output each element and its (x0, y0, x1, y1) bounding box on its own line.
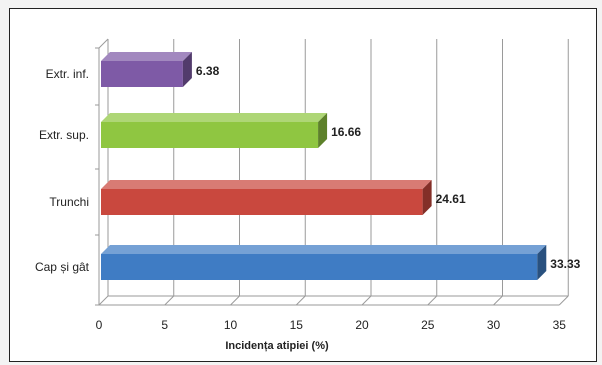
bar-front-face (101, 254, 538, 280)
data-label: 6.38 (196, 64, 220, 78)
bar-front-face (101, 61, 183, 87)
x-tick-label: 0 (96, 318, 103, 332)
data-label: 16.66 (331, 125, 361, 139)
bar-top-face (101, 113, 328, 122)
category-label: Trunchi (49, 195, 89, 209)
x-tick-label: 20 (355, 318, 369, 332)
bar-front-face (101, 189, 423, 215)
floor-gridline (164, 295, 175, 306)
labels: 0 5 10 15 20 25 30 35 6.38 Extr. inf. 16.66 Extr. s… (35, 64, 581, 332)
bars (101, 52, 547, 280)
category-label: Extr. inf. (46, 67, 89, 81)
floor-gridline (427, 295, 438, 306)
x-tick-label: 15 (290, 318, 304, 332)
bar (101, 113, 328, 148)
data-label: 33.33 (550, 257, 580, 271)
bar (101, 52, 192, 87)
y-axis-top (98, 38, 109, 49)
x-tick-label: 5 (161, 318, 168, 332)
data-label: 24.61 (436, 192, 466, 206)
bar-top-face (101, 245, 547, 254)
axes (95, 38, 569, 306)
category-label: Cap și gât (35, 260, 90, 274)
floor-gridline (361, 295, 372, 306)
x-axis-title: Incidența atipiei (%) (225, 340, 329, 352)
bar (101, 180, 432, 215)
x-tick-label: 35 (553, 318, 567, 332)
bar-top-face (101, 180, 432, 189)
bar-front-face (101, 122, 319, 148)
bar (101, 245, 547, 280)
bar-chart: 0 5 10 15 20 25 30 35 6.38 Extr. inf. 16.66 Extr. s… (35, 38, 581, 352)
chart-frame: 0 5 10 15 20 25 30 35 6.38 Extr. inf. 16.66 Extr. s… (9, 8, 597, 362)
bar-end-face (422, 180, 432, 215)
floor-gridline (295, 295, 306, 306)
category-label: Extr. sup. (39, 128, 89, 142)
floor-gridline (558, 295, 569, 306)
floor-gridline (98, 295, 109, 306)
bar-end-face (537, 245, 547, 280)
x-tick-label: 30 (487, 318, 501, 332)
x-tick-label: 10 (224, 318, 238, 332)
bar-end-face (182, 52, 192, 87)
bar-top-face (101, 52, 192, 61)
floor-gridline (493, 295, 503, 306)
x-tick-label: 25 (421, 318, 435, 332)
floor-gridline (230, 295, 240, 306)
bar-end-face (318, 113, 328, 148)
